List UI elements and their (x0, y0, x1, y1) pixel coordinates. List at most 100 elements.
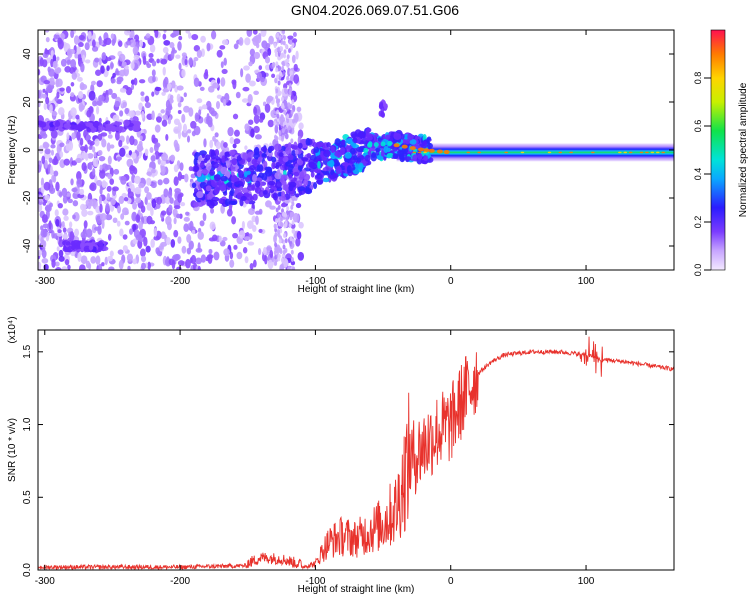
spectral-blob (107, 88, 113, 95)
spectral-blob (287, 125, 291, 131)
spectral-blob (190, 120, 197, 129)
spectral-blob (53, 170, 59, 177)
spectral-blob (272, 192, 278, 201)
spectral-blob (173, 229, 179, 238)
spectral-blob (247, 241, 255, 246)
spectral-blob (325, 170, 330, 176)
spectral-blob (209, 139, 214, 149)
spectral-blob (244, 145, 248, 151)
spectral-blob (306, 152, 312, 159)
spectral-blob (98, 117, 102, 124)
spectral-blob (152, 75, 156, 83)
x-tick-label: -200 (170, 576, 190, 587)
spectral-blob (163, 188, 169, 198)
spectral-blob (215, 155, 220, 161)
spectral-blob (277, 232, 281, 238)
x-tick-label: 100 (578, 576, 595, 587)
spectral-blob (56, 231, 63, 237)
spectral-blob (96, 100, 102, 106)
spectral-blob (67, 198, 73, 204)
spectral-blob (198, 109, 202, 116)
spectral-blob (132, 258, 137, 265)
spectral-blob (43, 103, 47, 110)
spectral-blob (186, 135, 190, 143)
snr-scale-label: (x10⁴) (7, 316, 18, 343)
spectral-blob (177, 102, 182, 108)
spectral-blob (289, 39, 293, 45)
spectral-blob (160, 58, 168, 65)
spectral-blob (297, 142, 303, 149)
spectral-blob (139, 39, 144, 48)
spectral-blob (44, 194, 50, 201)
spectral-blob (58, 107, 65, 116)
spectral-blob (393, 143, 400, 148)
spectral-blob (131, 84, 135, 90)
spectral-blob (50, 130, 58, 139)
spectral-blob (380, 141, 386, 147)
spectral-blob (211, 196, 220, 202)
spectral-blob (161, 152, 169, 162)
spectral-blob (265, 200, 272, 208)
spectral-blob (105, 57, 112, 62)
spectral-blob (297, 186, 306, 191)
spectral-blob (185, 211, 190, 216)
spectral-blob (213, 186, 220, 195)
spectral-blob (118, 195, 125, 205)
spectral-blob (165, 106, 171, 116)
spectral-blob (72, 214, 76, 220)
spectral-blob (184, 58, 188, 66)
spectral-blob (117, 40, 123, 47)
spectral-blob (399, 133, 405, 140)
spectral-blob (129, 135, 135, 146)
spectral-blob (177, 171, 183, 181)
spectral-blob (477, 151, 481, 154)
spectral-blob (44, 159, 48, 169)
spectral-blob (181, 245, 187, 254)
spectral-blob (58, 255, 65, 262)
spectral-blob (276, 32, 280, 38)
y-tick-label: 1.0 (22, 417, 33, 431)
spectral-blob (38, 69, 41, 76)
spectral-blob (645, 151, 649, 154)
spectral-blob (190, 254, 197, 265)
spectral-blob (260, 30, 267, 38)
spectral-blob (286, 75, 290, 81)
spectral-blob (68, 221, 73, 228)
spectral-blob (282, 61, 286, 67)
spectral-blob (51, 174, 56, 183)
spectral-blob (106, 255, 113, 262)
spectral-blob (280, 136, 284, 142)
spectral-blob (174, 142, 180, 152)
spectral-blob (76, 130, 81, 141)
spectral-blob (279, 177, 284, 184)
spectral-blob (81, 208, 88, 217)
spectral-blob (290, 144, 295, 149)
spectral-blob (208, 237, 216, 242)
spectral-blob (140, 91, 145, 97)
spectral-blob (192, 60, 197, 68)
spectral-blob (257, 156, 263, 162)
spectral-blob (256, 108, 261, 115)
spectral-blob (51, 258, 56, 269)
y-tick-label: -20 (22, 190, 33, 205)
spectral-blob (274, 77, 278, 84)
spectral-blob (69, 231, 75, 242)
spectral-blob (79, 82, 85, 91)
spectral-blob (255, 215, 259, 225)
spectral-blob (62, 208, 69, 216)
spectral-blob (274, 150, 279, 158)
spectral-blob (181, 52, 187, 58)
spectral-blob (280, 96, 284, 102)
spectral-blob (417, 153, 423, 160)
spectral-blob (238, 170, 244, 179)
spectrogram-y-axis-label: Frequency (Hz) (7, 116, 18, 185)
spectral-blob (241, 98, 249, 103)
spectral-blob (228, 203, 233, 212)
spectral-blob (162, 114, 169, 121)
spectral-blob (254, 180, 261, 188)
spectral-blob (639, 151, 644, 154)
spectral-blob (405, 139, 410, 145)
spectral-blob (201, 153, 206, 159)
spectral-blob (165, 134, 169, 141)
spectral-blob (274, 260, 278, 266)
